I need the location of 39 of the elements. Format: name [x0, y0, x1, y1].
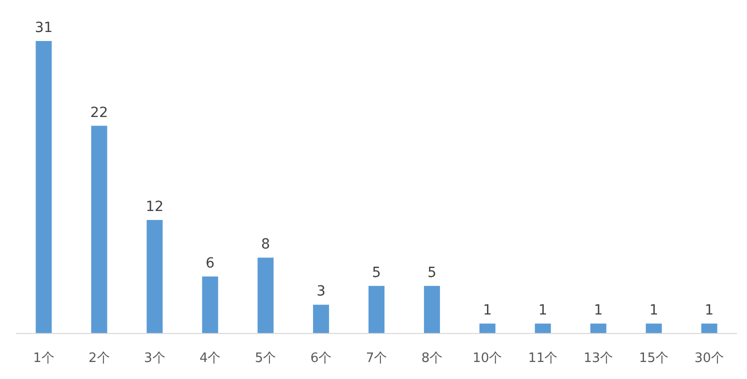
x-tick-label: 7个 — [366, 351, 388, 366]
data-label: 6 — [206, 255, 215, 272]
bar — [202, 276, 218, 333]
data-label: 8 — [261, 236, 270, 253]
data-label: 22 — [90, 104, 108, 121]
x-tick-label: 11个 — [528, 351, 558, 366]
bar — [146, 220, 163, 333]
x-tick-label: 1个 — [33, 351, 54, 366]
x-tick-label: 2个 — [88, 351, 110, 366]
bar — [91, 126, 108, 333]
x-tick-label: 30个 — [694, 351, 724, 366]
data-label: 1 — [594, 302, 603, 319]
data-label: 1 — [704, 302, 714, 319]
bar — [424, 286, 440, 333]
x-tick-label: 8个 — [421, 351, 443, 366]
data-label: 1 — [482, 302, 492, 319]
bar — [313, 304, 330, 333]
x-tick-label: 15个 — [639, 351, 669, 366]
bar — [479, 324, 496, 333]
x-tick-label: 5个 — [254, 351, 276, 366]
x-tick-label: 13个 — [584, 351, 614, 366]
x-tick-label: 4个 — [199, 351, 221, 366]
bar — [646, 324, 662, 333]
x-tick-label: 6个 — [310, 351, 332, 366]
bar — [368, 286, 384, 333]
data-label: 31 — [34, 20, 53, 36]
bar — [258, 258, 274, 333]
bar — [701, 324, 718, 333]
data-label: 1 — [538, 302, 548, 319]
data-label: 12 — [146, 198, 164, 215]
data-label: 3 — [316, 284, 326, 300]
x-tick-label: 10个 — [472, 351, 502, 366]
bar — [534, 324, 551, 333]
bar — [590, 324, 606, 333]
data-label: 1 — [649, 302, 658, 319]
x-tick-label: 3个 — [144, 351, 166, 366]
bar — [36, 41, 52, 333]
data-label: 5 — [428, 264, 436, 281]
data-label: 5 — [372, 264, 381, 281]
